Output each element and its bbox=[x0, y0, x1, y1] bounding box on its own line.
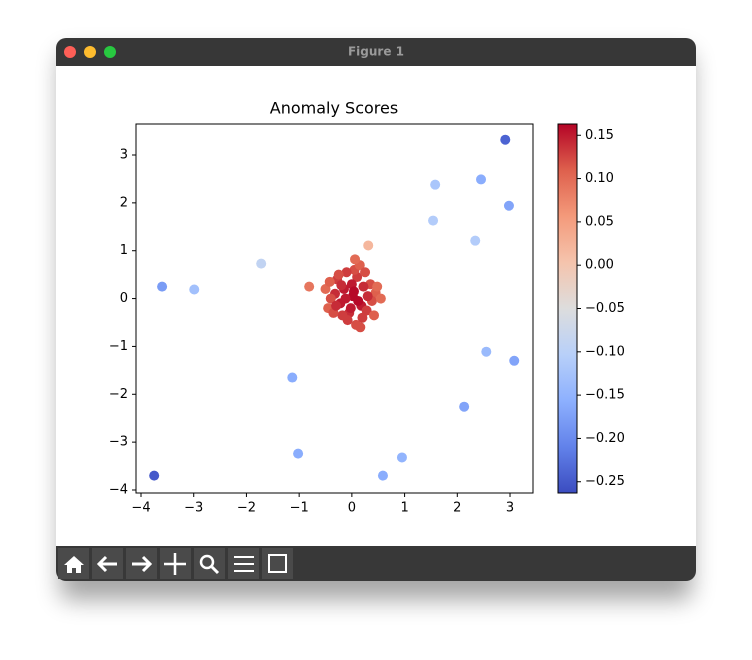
point bbox=[340, 293, 351, 304]
point bbox=[509, 355, 520, 366]
y-tick-label: −4 bbox=[109, 482, 128, 497]
point bbox=[500, 134, 511, 145]
point bbox=[377, 470, 388, 481]
forward-icon bbox=[132, 555, 153, 573]
home-icon bbox=[64, 556, 84, 573]
point bbox=[189, 284, 200, 295]
chart-title: Anomaly Scores bbox=[270, 99, 398, 118]
point bbox=[256, 258, 267, 269]
y-tick-label: −2 bbox=[109, 387, 128, 402]
x-tick-label: 0 bbox=[348, 501, 356, 516]
toolbar-buttons bbox=[58, 548, 293, 579]
axes-frame bbox=[135, 123, 534, 494]
x-tick-label: −2 bbox=[237, 501, 256, 516]
minimize-button[interactable] bbox=[84, 46, 96, 58]
configure-icon bbox=[234, 556, 254, 572]
point bbox=[360, 267, 371, 278]
y-tick-label: −3 bbox=[109, 435, 128, 450]
point bbox=[358, 281, 369, 292]
point bbox=[345, 303, 356, 314]
point bbox=[430, 179, 441, 190]
plot-area bbox=[149, 134, 520, 481]
colorbar-tick-label: 0.10 bbox=[585, 171, 614, 186]
x-tick-label: −3 bbox=[184, 501, 203, 516]
colorbar-tick-label: −0.15 bbox=[585, 388, 625, 403]
close-button[interactable] bbox=[64, 46, 76, 58]
colorbar-tick-label: −0.25 bbox=[585, 474, 625, 489]
title-bar bbox=[56, 38, 696, 66]
point bbox=[481, 346, 492, 357]
y-tick-label: 2 bbox=[120, 195, 128, 210]
point bbox=[369, 310, 380, 321]
colorbar-tick-label: −0.20 bbox=[585, 431, 625, 446]
point bbox=[333, 269, 344, 280]
point bbox=[304, 281, 315, 292]
y-tick-label: 3 bbox=[120, 148, 128, 163]
point bbox=[342, 315, 353, 326]
point bbox=[476, 174, 487, 185]
point bbox=[331, 300, 342, 311]
point bbox=[157, 281, 168, 292]
x-tick-label: −1 bbox=[290, 501, 309, 516]
point bbox=[324, 276, 335, 287]
point bbox=[459, 401, 470, 412]
x-tick-label: −4 bbox=[131, 501, 150, 516]
window-frame bbox=[56, 38, 696, 581]
x-tick-label: 3 bbox=[506, 501, 514, 516]
point bbox=[341, 267, 352, 278]
colorbar-tick-label: 0.00 bbox=[585, 258, 614, 273]
point bbox=[287, 372, 298, 383]
point bbox=[470, 235, 481, 246]
zoom-button[interactable] bbox=[104, 46, 116, 58]
point bbox=[336, 280, 347, 291]
point bbox=[348, 286, 359, 297]
zoom-icon-handle bbox=[210, 565, 220, 575]
point bbox=[325, 293, 336, 304]
point bbox=[353, 295, 364, 306]
colorbar bbox=[557, 123, 578, 494]
point bbox=[375, 293, 386, 304]
y-tick-label: −1 bbox=[109, 339, 128, 354]
colorbar-tick-label: 0.05 bbox=[585, 214, 614, 229]
colorbar-tick-label: −0.10 bbox=[585, 344, 625, 359]
back-icon bbox=[96, 555, 117, 573]
point bbox=[362, 291, 373, 302]
point bbox=[357, 312, 368, 323]
point bbox=[355, 322, 366, 333]
zoom-tool-button[interactable] bbox=[194, 548, 225, 579]
point bbox=[350, 254, 361, 265]
window-title: Figure 1 bbox=[348, 45, 404, 59]
save-icon bbox=[268, 554, 287, 573]
point bbox=[149, 470, 160, 481]
point bbox=[428, 215, 439, 226]
point bbox=[363, 240, 374, 251]
point bbox=[503, 200, 514, 211]
x-tick-label: 2 bbox=[453, 501, 461, 516]
save-button[interactable] bbox=[262, 548, 293, 579]
y-tick-label: 1 bbox=[120, 243, 128, 258]
point bbox=[396, 452, 407, 463]
x-tick-label: 1 bbox=[400, 501, 408, 516]
zoom-icon bbox=[199, 554, 215, 570]
point bbox=[372, 281, 383, 292]
y-tick-label: 0 bbox=[120, 291, 128, 306]
point bbox=[293, 448, 304, 459]
pan-icon bbox=[164, 553, 186, 575]
colorbar-tick-label: 0.15 bbox=[585, 128, 614, 143]
colorbar-tick-label: −0.05 bbox=[585, 301, 625, 316]
